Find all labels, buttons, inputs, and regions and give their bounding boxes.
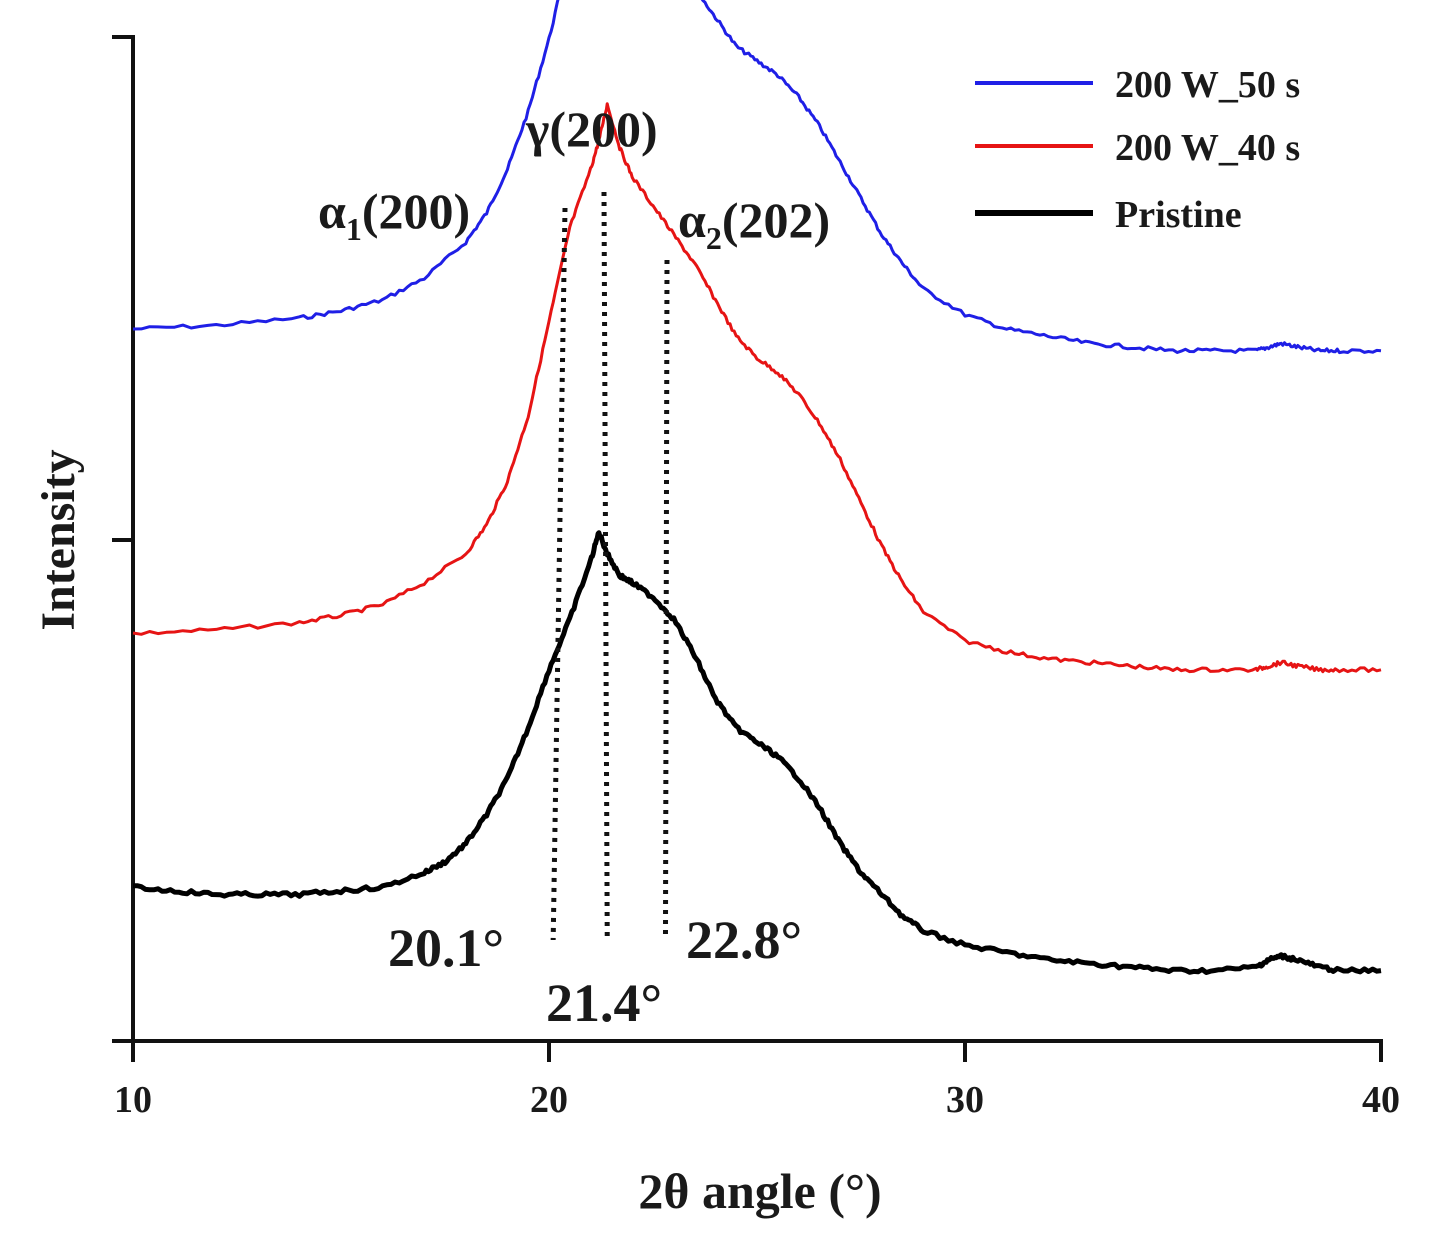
y-axis-title: Intensity (32, 449, 85, 630)
peak-label-alpha1-rest: (200) (362, 183, 470, 239)
legend: 200 W_50 s 200 W_40 s Pristine (975, 64, 1300, 236)
peak-reference-line-1 (550, 207, 568, 941)
series-line-50s (132, 0, 1382, 355)
peak-label-gamma: γ(200) (525, 101, 658, 157)
angle-label-21-4: 21.4° (546, 973, 662, 1033)
series-line-40s (132, 102, 1382, 674)
peak-reference-line-3 (662, 259, 670, 941)
x-tick-label-40: 40 (1362, 1079, 1400, 1121)
peak-reference-line-2 (601, 191, 610, 941)
x-tick-label-10: 10 (114, 1079, 152, 1121)
x-axis-title: 2θ angle (°) (638, 1163, 881, 1219)
x-tick-label-30: 30 (946, 1079, 984, 1121)
peak-label-alpha2-greek: α (678, 192, 706, 248)
angle-label-22-8: 22.8° (686, 910, 802, 970)
reference-lines (550, 191, 670, 941)
peak-label-alpha2-sub: 2 (706, 220, 722, 256)
peak-label-alpha1-sub: 1 (346, 211, 362, 247)
legend-label-pristine: Pristine (1115, 194, 1242, 236)
legend-label-40s: 200 W_40 s (1115, 127, 1300, 169)
legend-label-50s: 200 W_50 s (1115, 64, 1300, 106)
x-tick-label-20: 20 (530, 1079, 568, 1121)
peak-label-alpha1-greek: α (318, 183, 346, 239)
series-group (132, 0, 1382, 975)
peak-label-alpha1: α1(200) (318, 183, 470, 247)
peak-label-alpha2-rest: (202) (722, 192, 830, 248)
angle-label-20-1: 20.1° (388, 918, 504, 978)
series-line-pristine (133, 530, 1382, 975)
peak-label-alpha2: α2(202) (678, 192, 830, 256)
x-ticks: 10 20 30 40 (114, 1041, 1400, 1121)
